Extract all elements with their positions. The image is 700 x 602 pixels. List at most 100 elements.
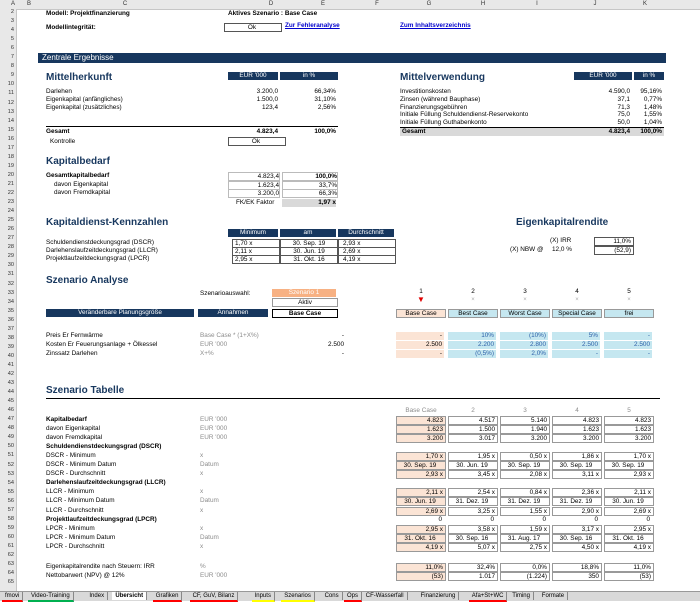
row-number[interactable]: 23 xyxy=(7,199,14,206)
row-number[interactable]: 51 xyxy=(7,452,14,459)
row-number[interactable]: 32 xyxy=(7,280,14,287)
row-number[interactable]: 28 xyxy=(7,244,14,251)
row-number[interactable]: 30 xyxy=(7,262,14,269)
row-number[interactable]: 58 xyxy=(7,515,14,522)
row-number[interactable]: 6 xyxy=(10,45,14,52)
row-number[interactable]: 46 xyxy=(7,407,14,414)
row-number[interactable]: 3 xyxy=(10,18,14,25)
row-number[interactable]: 37 xyxy=(7,325,14,332)
row-number[interactable]: 8 xyxy=(10,63,14,70)
row-number[interactable]: 2 xyxy=(10,9,14,15)
scenario-marker-icon[interactable]: × xyxy=(627,297,631,303)
row-number[interactable]: 11 xyxy=(8,90,14,97)
row-number[interactable]: 65 xyxy=(7,579,14,586)
sa-scenario-value[interactable]: 2.200 xyxy=(448,341,496,349)
row-number[interactable]: 31 xyxy=(7,271,14,278)
row-number[interactable]: 27 xyxy=(7,235,14,242)
sheet-tab[interactable]: Finanzierung xyxy=(418,592,460,600)
row-number[interactable]: 21 xyxy=(7,180,14,187)
row-number[interactable]: 60 xyxy=(7,533,14,540)
row-number[interactable]: 4 xyxy=(10,27,14,34)
sa-scenario-value[interactable]: 2.500 xyxy=(604,341,652,349)
sa-scenario-value[interactable]: - xyxy=(396,332,444,340)
column-letter[interactable]: G xyxy=(426,1,432,7)
row-number[interactable]: 14 xyxy=(7,117,14,124)
error-analysis-link[interactable]: Zur Fehleranalyse xyxy=(285,22,340,29)
contents-link[interactable]: Zum Inhaltsverzeichnis xyxy=(400,22,471,29)
scenario-select-dropdown[interactable]: Szenario 1 xyxy=(272,289,336,297)
row-number[interactable]: 44 xyxy=(7,389,14,396)
row-number[interactable]: 50 xyxy=(7,443,14,450)
scenario-name-header[interactable]: frei xyxy=(604,309,654,318)
row-number[interactable]: 59 xyxy=(7,524,14,531)
sa-scenario-value[interactable]: - xyxy=(396,350,444,358)
sa-scenario-value[interactable]: (10%) xyxy=(500,332,548,340)
column-letter[interactable]: I xyxy=(536,1,538,7)
row-number[interactable]: 49 xyxy=(7,434,14,441)
row-number[interactable]: 35 xyxy=(7,307,14,314)
row-number[interactable]: 18 xyxy=(7,153,14,160)
row-number[interactable]: 29 xyxy=(7,253,14,260)
sheet-tab[interactable]: Video-Training xyxy=(28,592,74,602)
scenario-marker-icon[interactable]: × xyxy=(575,297,579,303)
row-number[interactable]: 10 xyxy=(7,81,14,88)
scenario-marker-active-icon[interactable]: ▼ xyxy=(417,295,425,304)
row-number[interactable]: 33 xyxy=(7,289,14,296)
row-number[interactable]: 43 xyxy=(7,380,14,387)
row-number[interactable]: 15 xyxy=(7,126,14,133)
row-number[interactable]: 7 xyxy=(10,54,14,61)
row-number[interactable]: 25 xyxy=(7,217,14,224)
scenario-marker-icon[interactable]: × xyxy=(471,297,475,303)
column-letter[interactable]: B xyxy=(26,1,31,7)
row-number[interactable]: 48 xyxy=(7,425,14,432)
scenario-name-header[interactable]: Best Case xyxy=(448,309,498,318)
row-number[interactable]: 56 xyxy=(7,497,14,504)
row-number[interactable]: 52 xyxy=(7,461,14,468)
column-letter[interactable]: F xyxy=(375,1,379,7)
sa-scenario-value[interactable]: 5% xyxy=(552,332,600,340)
sa-scenario-value[interactable]: 2,0% xyxy=(500,350,548,358)
scenario-name-header[interactable]: Worst Case xyxy=(500,309,550,318)
column-letter[interactable]: D xyxy=(268,1,274,7)
row-number[interactable]: 41 xyxy=(7,361,14,368)
sheet-tab[interactable]: Afa+St+WC xyxy=(468,592,508,602)
row-number[interactable]: 12 xyxy=(7,99,14,106)
sa-scenario-value[interactable]: 10% xyxy=(448,332,496,340)
column-letter[interactable]: K xyxy=(642,1,647,7)
sa-scenario-value[interactable]: - xyxy=(552,350,600,358)
row-number[interactable]: 19 xyxy=(7,162,14,169)
row-number[interactable]: 22 xyxy=(7,190,14,196)
sheet-tab[interactable]: Formate xyxy=(539,592,569,600)
row-number[interactable]: 53 xyxy=(7,470,14,477)
sa-scenario-value[interactable]: - xyxy=(604,332,652,340)
row-number[interactable]: 61 xyxy=(7,542,14,549)
row-number[interactable]: 5 xyxy=(10,36,14,43)
row-number[interactable]: 26 xyxy=(7,226,14,233)
scenario-marker-icon[interactable]: × xyxy=(523,297,527,303)
sheet-tab[interactable]: Inputs xyxy=(251,592,275,602)
row-number[interactable]: 62 xyxy=(7,552,14,558)
row-number[interactable]: 54 xyxy=(7,479,14,486)
column-letter[interactable]: E xyxy=(320,1,325,7)
row-number[interactable]: 16 xyxy=(7,135,14,142)
row-number[interactable]: 24 xyxy=(7,208,14,215)
sheet-tab[interactable]: Übersicht xyxy=(112,592,148,600)
sa-scenario-value[interactable]: - xyxy=(604,350,652,358)
sheet-tab[interactable]: fmovi xyxy=(2,592,24,602)
sheet-tab[interactable]: CF-Wasserfall xyxy=(363,592,408,600)
row-number[interactable]: 47 xyxy=(7,416,14,423)
row-number[interactable]: 55 xyxy=(7,488,14,495)
row-header-bar[interactable]: 2 3 4 5 6 7 8 9 10 11 12 13 14 15 16 17 18 19 20 21 22 23 24 25… xyxy=(0,9,17,591)
sheet-tab[interactable]: Ops xyxy=(344,592,363,602)
sheet-tab[interactable]: CF, GuV, Bilanz xyxy=(189,592,239,602)
column-letter[interactable]: C xyxy=(122,1,128,7)
sa-scenario-value[interactable]: (0,5%) xyxy=(448,350,496,358)
row-number[interactable]: 40 xyxy=(7,352,14,359)
column-letter[interactable]: J xyxy=(593,1,597,7)
sa-scenario-value[interactable]: 2.500 xyxy=(552,341,600,349)
sa-scenario-value[interactable]: 2.500 xyxy=(396,341,444,349)
sheet-tab[interactable]: Timing xyxy=(509,592,534,600)
row-number[interactable]: 64 xyxy=(7,570,14,577)
row-number[interactable]: 9 xyxy=(10,72,14,79)
row-number[interactable]: 38 xyxy=(7,334,14,341)
